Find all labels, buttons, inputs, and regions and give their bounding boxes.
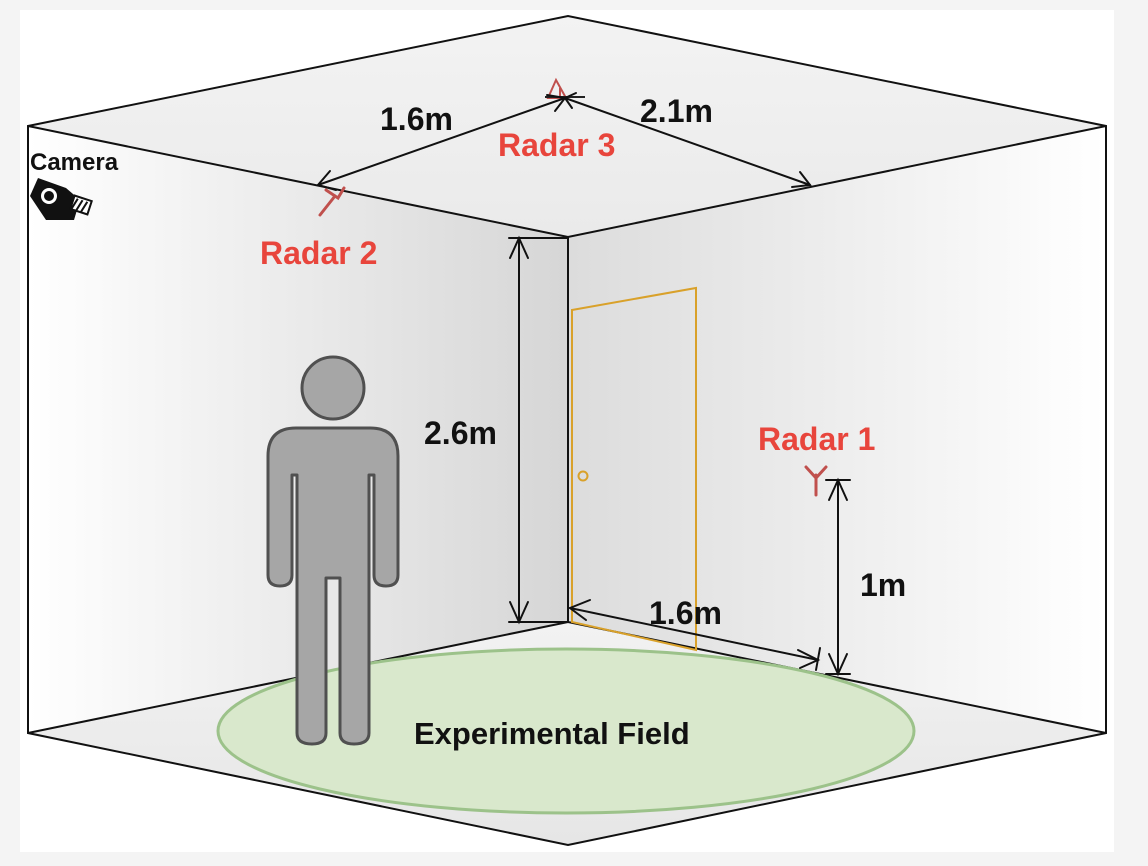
radar-1-antenna-icon	[804, 465, 828, 497]
ceiling-right-dimension: 2.1m	[640, 93, 713, 129]
experimental-field	[216, 647, 916, 815]
floor-dimension: 1.6m	[649, 595, 722, 631]
door-icon	[571, 286, 697, 652]
experimental-field-label: Experimental Field	[414, 716, 690, 751]
radar-2-antenna-icon	[318, 186, 346, 217]
security-camera-icon	[30, 178, 93, 220]
radar-2-label: Radar 2	[260, 235, 377, 271]
wall-height-dimension: 2.6m	[424, 415, 497, 451]
ceiling-left-dimension: 1.6m	[380, 101, 453, 137]
right-wall	[568, 126, 1106, 733]
radar-3-label: Radar 3	[498, 127, 615, 163]
radar-1-label: Radar 1	[758, 421, 875, 457]
person-silhouette-icon	[266, 355, 400, 746]
radar-1-height-dimension: 1m	[860, 567, 906, 603]
dimension-lines	[316, 92, 851, 677]
camera-label: Camera	[30, 149, 119, 176]
